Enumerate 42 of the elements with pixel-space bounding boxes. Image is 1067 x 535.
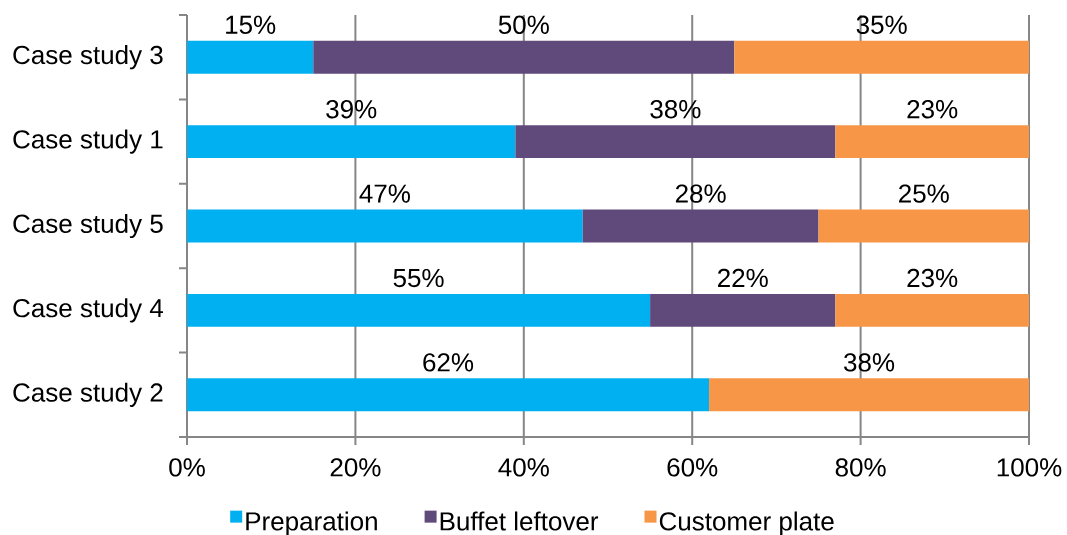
x-tick-label: 0%	[169, 458, 205, 477]
bar	[835, 293, 1030, 327]
bar	[187, 125, 516, 159]
data-label: 23%	[907, 268, 958, 288]
legend-label: Customer plate	[659, 511, 834, 535]
data-label: 15%	[226, 15, 276, 34]
data-label: 38%	[843, 353, 895, 372]
data-label: 38%	[650, 99, 701, 119]
y-tick-label: Case study 4	[13, 298, 164, 323]
bar	[187, 40, 314, 74]
bar	[650, 293, 836, 327]
y-tick-label: Case study 5	[13, 213, 163, 239]
data-label: 35%	[856, 15, 907, 34]
bar	[582, 209, 819, 243]
y-tick-label: Case study 2	[13, 382, 163, 407]
bar	[835, 125, 1030, 159]
x-tick-label: 60%	[667, 458, 718, 477]
x-tick-label: 100%	[997, 458, 1062, 477]
y-tick-label: Case study 3	[13, 45, 163, 70]
y-tick-label: Case study 1	[13, 129, 163, 154]
data-label: 23%	[907, 99, 958, 119]
data-label: 62%	[423, 353, 474, 372]
data-label: 39%	[326, 99, 377, 119]
data-label: 28%	[675, 184, 726, 203]
x-tick-label: 40%	[498, 458, 549, 477]
data-label: 55%	[393, 268, 444, 288]
bar	[709, 378, 1030, 412]
bar	[818, 209, 1030, 243]
data-label: 50%	[498, 15, 549, 34]
data-label: 25%	[899, 184, 949, 203]
bar	[187, 209, 583, 243]
bar	[734, 40, 1030, 74]
x-tick-label: 20%	[330, 458, 381, 477]
data-label: 22%	[718, 268, 768, 288]
legend-label: Preparation	[246, 511, 377, 535]
legend-label: Buffet leftover	[440, 511, 599, 531]
bar	[515, 125, 836, 159]
bar	[313, 40, 735, 74]
x-tick-label: 80%	[835, 458, 886, 477]
bar	[187, 378, 710, 412]
bar	[187, 293, 651, 327]
data-label: 47%	[359, 184, 410, 203]
